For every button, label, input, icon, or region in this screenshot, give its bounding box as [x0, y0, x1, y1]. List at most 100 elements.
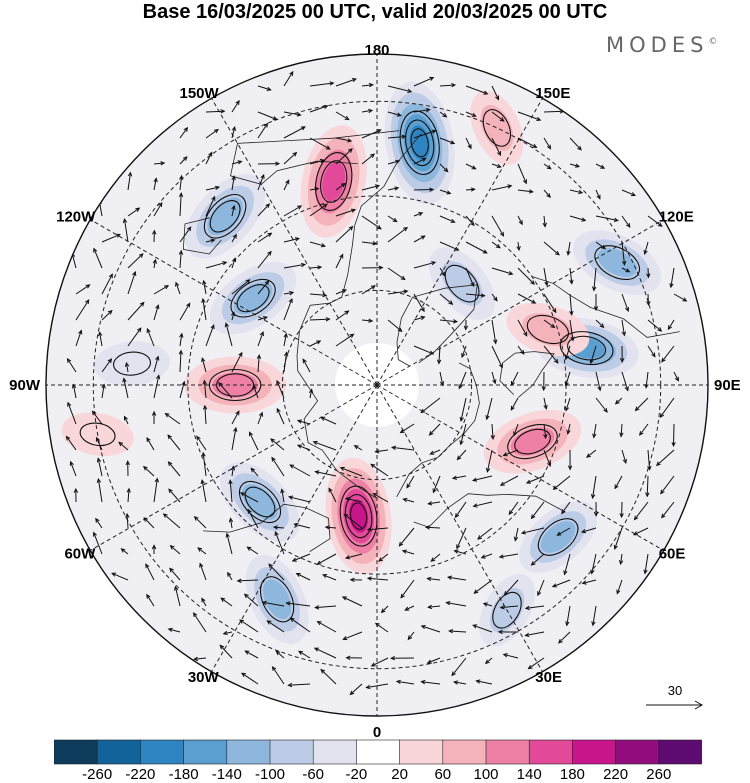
wind-arrow	[268, 563, 285, 581]
wind-arrow	[309, 265, 323, 270]
wind-arrow	[595, 397, 608, 413]
wind-arrow	[491, 85, 499, 101]
meridian	[211, 98, 378, 386]
contour-line	[507, 424, 558, 460]
colorbar-swatch	[226, 739, 271, 765]
anomaly-level	[349, 499, 369, 533]
wind-arrow	[308, 388, 314, 399]
wind-arrow	[335, 208, 357, 217]
wind-arrow	[634, 397, 649, 412]
wind-arrow	[537, 579, 545, 597]
wind-arrow	[390, 445, 415, 451]
wind-arrow	[283, 111, 302, 117]
wind-arrow	[202, 279, 207, 295]
wind-arrow	[179, 126, 189, 139]
wind-arrow	[178, 249, 184, 269]
wind-arrow	[283, 151, 298, 165]
wind-arrow	[205, 128, 219, 139]
wind-arrow	[491, 293, 498, 302]
wind-arrow	[647, 215, 663, 227]
longitude-label: 90W	[9, 377, 41, 394]
meridian	[90, 219, 378, 386]
wind-arrow	[257, 250, 272, 269]
wind-arrow	[153, 374, 161, 399]
wind-arrow	[168, 488, 181, 503]
anomaly-level	[233, 282, 273, 315]
wind-arrow	[472, 501, 493, 508]
wind-arrow	[270, 438, 285, 451]
wind-arrow	[413, 345, 435, 355]
wind-arrow	[480, 553, 493, 559]
wind-arrow	[316, 553, 337, 565]
colorbar-tick-label: -260	[82, 766, 113, 783]
wind-arrow	[543, 163, 552, 170]
wind-arrow	[361, 184, 380, 191]
wind-arrow	[646, 293, 651, 307]
wind-arrow	[153, 177, 158, 191]
wind-arrow	[413, 187, 435, 192]
wind-arrow	[567, 449, 573, 471]
wind-arrow	[543, 241, 560, 256]
wind-arrow	[613, 527, 623, 550]
wind-arrow	[463, 319, 469, 331]
wind-arrow	[374, 449, 389, 454]
wind-arrow	[283, 297, 293, 321]
wind-arrow	[439, 371, 445, 387]
longitude-label: 60E	[659, 546, 686, 563]
contour-line	[230, 278, 276, 318]
wind-arrow	[569, 215, 587, 222]
wind-arrow	[465, 293, 486, 298]
contour-line	[314, 152, 353, 211]
wind-arrow	[353, 445, 363, 451]
wind-arrow	[420, 625, 441, 633]
wind-arrow	[585, 449, 597, 458]
wind-arrow	[552, 475, 571, 491]
wind-arrow	[236, 578, 259, 583]
wind-arrow	[517, 137, 538, 148]
wind-arrow	[257, 203, 271, 217]
wind-arrow	[420, 397, 441, 414]
wind-arrow	[228, 479, 233, 503]
wind-arrow	[395, 679, 415, 685]
wind-arrow	[647, 345, 656, 358]
colorbar-tick-label: -180	[168, 766, 199, 783]
longitude-label: 180	[364, 42, 389, 59]
colorbar-tick-label: 20	[391, 766, 408, 783]
wind-arrow	[153, 285, 170, 295]
wind-arrow	[219, 644, 233, 659]
wind-arrow	[280, 488, 285, 503]
wind-arrow	[398, 527, 415, 547]
coastline	[230, 130, 400, 185]
wind-arrow	[231, 175, 236, 191]
anomaly-level	[480, 105, 514, 151]
wind-arrow	[413, 212, 424, 217]
wind-arrow	[491, 163, 502, 168]
wind-arrow	[643, 553, 649, 575]
wind-arrow	[448, 629, 467, 634]
wind-arrow	[593, 501, 599, 517]
wind-arrow	[399, 423, 415, 434]
contour-line	[399, 110, 440, 176]
wind-arrow	[75, 284, 91, 295]
wind-arrow	[201, 451, 207, 477]
wind-arrow	[179, 332, 184, 347]
wind-arrow	[510, 397, 519, 411]
contour-line	[79, 422, 116, 447]
wind-arrow	[231, 351, 243, 373]
wind-arrow	[517, 189, 534, 194]
contour-set	[230, 278, 276, 318]
anomaly-centre	[220, 462, 300, 542]
anomaly-level	[540, 521, 576, 553]
wind-arrow	[527, 657, 545, 670]
wind-arrow	[557, 631, 571, 644]
wind-arrow	[387, 111, 402, 117]
wind-arrow	[328, 487, 337, 503]
wind-arrow	[231, 233, 237, 243]
wind-arrow	[413, 315, 426, 321]
map-disc	[46, 54, 708, 716]
wind-arrow	[655, 449, 675, 467]
wind-arrow	[287, 682, 311, 688]
wind-arrow	[459, 397, 467, 423]
wind-arrow	[424, 525, 441, 530]
colorbar-swatch	[140, 739, 185, 765]
